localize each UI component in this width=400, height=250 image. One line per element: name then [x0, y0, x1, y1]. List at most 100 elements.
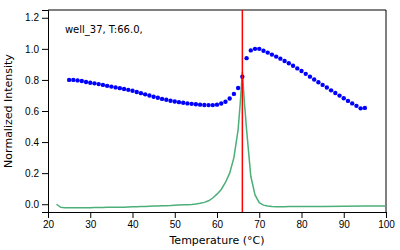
- tick-mark: [175, 212, 176, 218]
- tick-label: 0.8: [25, 75, 39, 86]
- point: [236, 86, 240, 90]
- point: [291, 64, 295, 68]
- point: [215, 102, 219, 106]
- y-axis-line: [42, 11, 49, 213]
- tick: 1.2: [25, 12, 48, 23]
- tick: 0.2: [25, 168, 48, 179]
- tick-label: 1.0: [25, 44, 39, 55]
- tick-label: 60: [212, 219, 224, 230]
- tick: 40: [127, 212, 139, 230]
- point: [164, 98, 168, 102]
- point: [337, 93, 341, 97]
- point: [88, 81, 92, 85]
- tick: 70: [254, 212, 266, 230]
- tick-mark: [42, 142, 48, 143]
- tick: 80: [296, 212, 308, 230]
- tick-mark: [386, 212, 387, 218]
- point: [194, 102, 198, 106]
- point: [143, 92, 147, 96]
- frame-top: [48, 10, 386, 11]
- plot-area: 20304050607080901000.00.20.40.60.81.01.2…: [25, 10, 395, 230]
- point: [312, 77, 316, 81]
- point: [202, 103, 206, 107]
- point: [173, 99, 177, 103]
- point: [80, 79, 84, 83]
- point: [126, 88, 130, 92]
- tick-mark: [42, 80, 48, 81]
- point: [257, 47, 261, 51]
- tick-label: 40: [127, 219, 139, 230]
- x-axis-title: Temperature (°C): [169, 234, 265, 247]
- point: [160, 97, 164, 101]
- point: [346, 99, 350, 103]
- tick: 0.4: [25, 137, 48, 148]
- point: [135, 90, 139, 94]
- tick-label: 0.2: [25, 168, 39, 179]
- tick-label: 1.2: [25, 12, 39, 23]
- point: [147, 93, 151, 97]
- point: [177, 100, 181, 104]
- point: [358, 106, 362, 110]
- tick: 90: [339, 212, 351, 230]
- point: [282, 59, 286, 63]
- tick: 0.0: [25, 199, 48, 210]
- tick-mark: [42, 204, 48, 205]
- point: [109, 84, 113, 88]
- point: [181, 101, 185, 105]
- point: [75, 78, 79, 82]
- tick-mark: [90, 212, 91, 218]
- point: [266, 50, 270, 54]
- tick-label: 0.6: [25, 106, 39, 117]
- point: [363, 106, 367, 110]
- point: [92, 81, 96, 85]
- x-axis-line: [49, 213, 387, 219]
- point: [329, 88, 333, 92]
- point: [185, 101, 189, 105]
- point: [206, 103, 210, 107]
- point: [227, 96, 231, 100]
- point: [299, 69, 303, 73]
- point: [67, 78, 71, 82]
- point: [139, 91, 143, 95]
- point: [342, 96, 346, 100]
- point: [151, 95, 155, 99]
- point: [261, 49, 265, 53]
- y-axis: 0.0 0.2 0.4 0.6 0.8 1.0 1.2: [25, 11, 48, 213]
- point: [287, 61, 291, 65]
- tick-mark: [133, 212, 134, 218]
- tick: 30: [85, 212, 97, 230]
- point: [211, 103, 215, 107]
- points: [67, 47, 367, 111]
- tick-mark: [259, 212, 260, 218]
- point: [316, 80, 320, 84]
- annotation: well_37, T:66.0,: [65, 24, 143, 36]
- point: [219, 101, 223, 105]
- point: [350, 101, 354, 105]
- tick: 0.8: [25, 75, 48, 86]
- point: [156, 96, 160, 100]
- tick-label: 20: [43, 219, 55, 230]
- point: [168, 99, 172, 103]
- tick-label: 80: [296, 219, 308, 230]
- tick-mark: [344, 212, 345, 218]
- derivative-line: [56, 72, 386, 208]
- tick-label: 0.4: [25, 137, 39, 148]
- chart: 20304050607080901000.00.20.40.60.81.01.2…: [0, 0, 400, 250]
- point: [84, 80, 88, 84]
- point: [354, 104, 358, 108]
- tick-mark: [42, 49, 48, 50]
- point: [113, 85, 117, 89]
- point: [97, 82, 101, 86]
- point: [270, 52, 274, 56]
- point: [304, 72, 308, 76]
- point: [223, 99, 227, 103]
- point: [122, 87, 126, 91]
- point: [320, 83, 324, 87]
- y-axis-title: Normalized Intensity: [2, 54, 15, 168]
- point: [274, 54, 278, 58]
- tick-label: 0.0: [25, 199, 39, 210]
- tick: 20: [43, 212, 55, 230]
- marks: [56, 10, 386, 212]
- point: [198, 102, 202, 106]
- point: [333, 91, 337, 95]
